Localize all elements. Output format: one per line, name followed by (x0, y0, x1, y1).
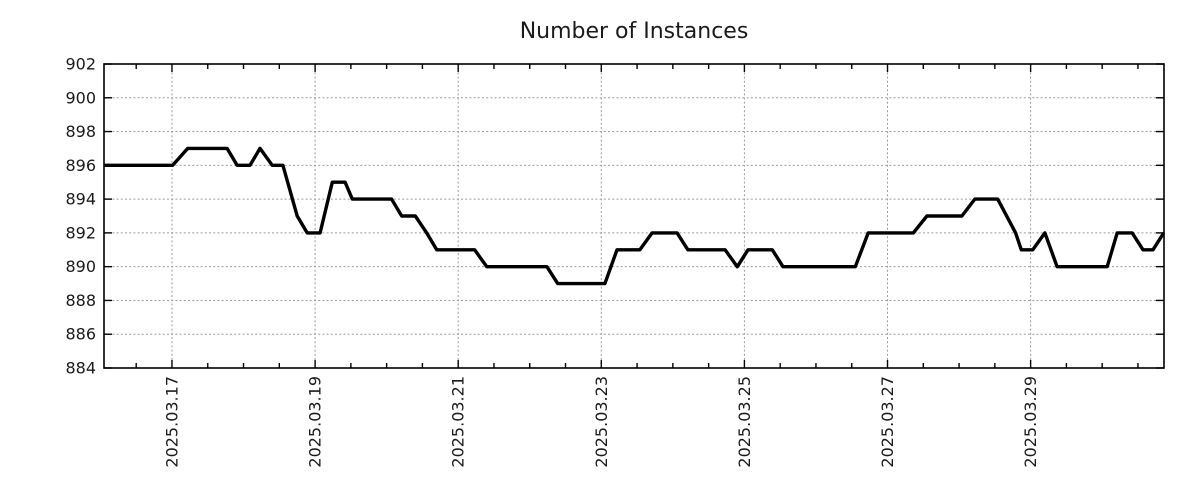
y-tick-label: 884 (65, 359, 96, 378)
y-tick-label: 894 (65, 190, 96, 209)
instances-line (104, 146, 1166, 286)
plot-border (103, 63, 1165, 369)
axis-ticks (104, 63, 1164, 369)
y-tick-label: 896 (65, 156, 96, 175)
x-tick-label: 2025.03.17 (162, 376, 181, 468)
chart-title: Number of Instances (520, 19, 749, 44)
y-tick-label: 902 (65, 55, 96, 74)
plot-frame (103, 63, 1165, 369)
y-tick-label: 898 (65, 122, 96, 141)
x-axis-labels: 2025.03.17 2025.03.19 2025.03.21 2025.03.23… (162, 376, 1040, 468)
x-tick-label: 2025.03.19 (306, 376, 325, 468)
x-tick-label: 2025.03.29 (1021, 376, 1040, 468)
y-tick-label: 900 (65, 88, 96, 107)
x-tick-label: 2025.03.23 (592, 376, 611, 468)
y-axis-labels: 884 886 888 890 892 894 896 898 900 902 (65, 55, 96, 378)
y-tick-label: 886 (65, 325, 96, 344)
y-tick-label: 888 (65, 291, 96, 310)
data-series (104, 146, 1166, 286)
x-tick-label: 2025.03.21 (449, 376, 468, 468)
y-tick-label: 890 (65, 257, 96, 276)
x-tick-label: 2025.03.25 (735, 376, 754, 468)
y-tick-label: 892 (65, 223, 96, 242)
x-tick-label: 2025.03.27 (878, 376, 897, 468)
